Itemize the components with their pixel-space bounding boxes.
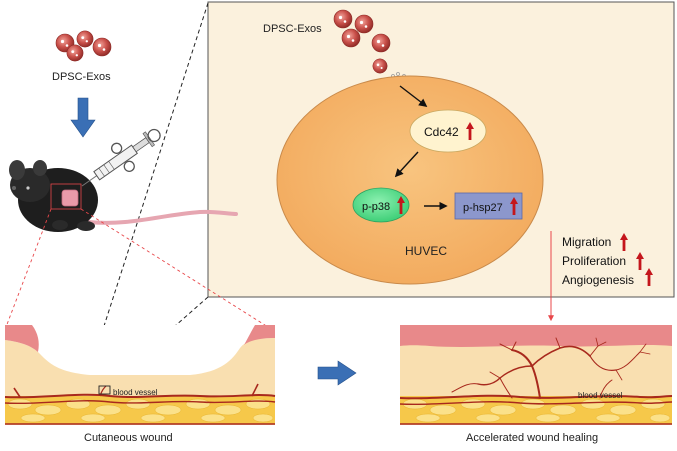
wound-zoom-guide-right [80, 208, 269, 328]
phsp27-node [454, 192, 523, 220]
exosome-icon [341, 28, 361, 48]
cell-label: HUVEC [405, 244, 447, 258]
exosome-label: DPSC-Exos [52, 71, 111, 83]
flow-arrow-icon [317, 360, 357, 386]
mouse-icon [9, 160, 238, 232]
exosome-icon [333, 9, 353, 29]
outcome-migration: Migration [562, 235, 611, 249]
zoom-guide-top [85, 2, 209, 383]
outcome-proliferation: Proliferation [562, 254, 626, 268]
healed-vessel-label: blood vessel [578, 391, 623, 400]
wound-zoom-guide-left [5, 208, 52, 328]
vessel-zoom-box [98, 385, 111, 395]
wound-vessel-label: blood vessel [113, 388, 158, 397]
cdc42-to-pp38-arrow [394, 151, 419, 178]
exosome-cluster [55, 30, 112, 62]
pp38-label: p-p38 [362, 201, 390, 213]
pp38-node [352, 187, 410, 223]
wound-caption: Cutaneous wound [84, 432, 173, 444]
cdc42-label: Cdc42 [424, 125, 459, 139]
cdc42-node [409, 109, 487, 153]
exosome-icon [371, 33, 391, 53]
exosome-icon [66, 44, 84, 62]
healed-skin-section [399, 325, 673, 425]
phsp27-label: p-hsp27 [463, 202, 503, 214]
syringe-icon [81, 128, 161, 187]
wound-site [61, 189, 79, 207]
wound-highlight-box [50, 183, 82, 210]
exosome-icon [372, 58, 388, 74]
exosome-icon [76, 30, 94, 48]
flow-arrow-icon [70, 97, 96, 138]
wound-skin-section [4, 325, 276, 425]
outcome-angiogenesis: Angiogenesis [562, 273, 634, 287]
uptake-arrow [399, 85, 428, 108]
inset-exosome-label: DPSC-Exos [263, 23, 322, 35]
healing-caption: Accelerated wound healing [466, 432, 598, 444]
exosome-icon [92, 37, 112, 57]
exosome-icon [354, 14, 374, 34]
